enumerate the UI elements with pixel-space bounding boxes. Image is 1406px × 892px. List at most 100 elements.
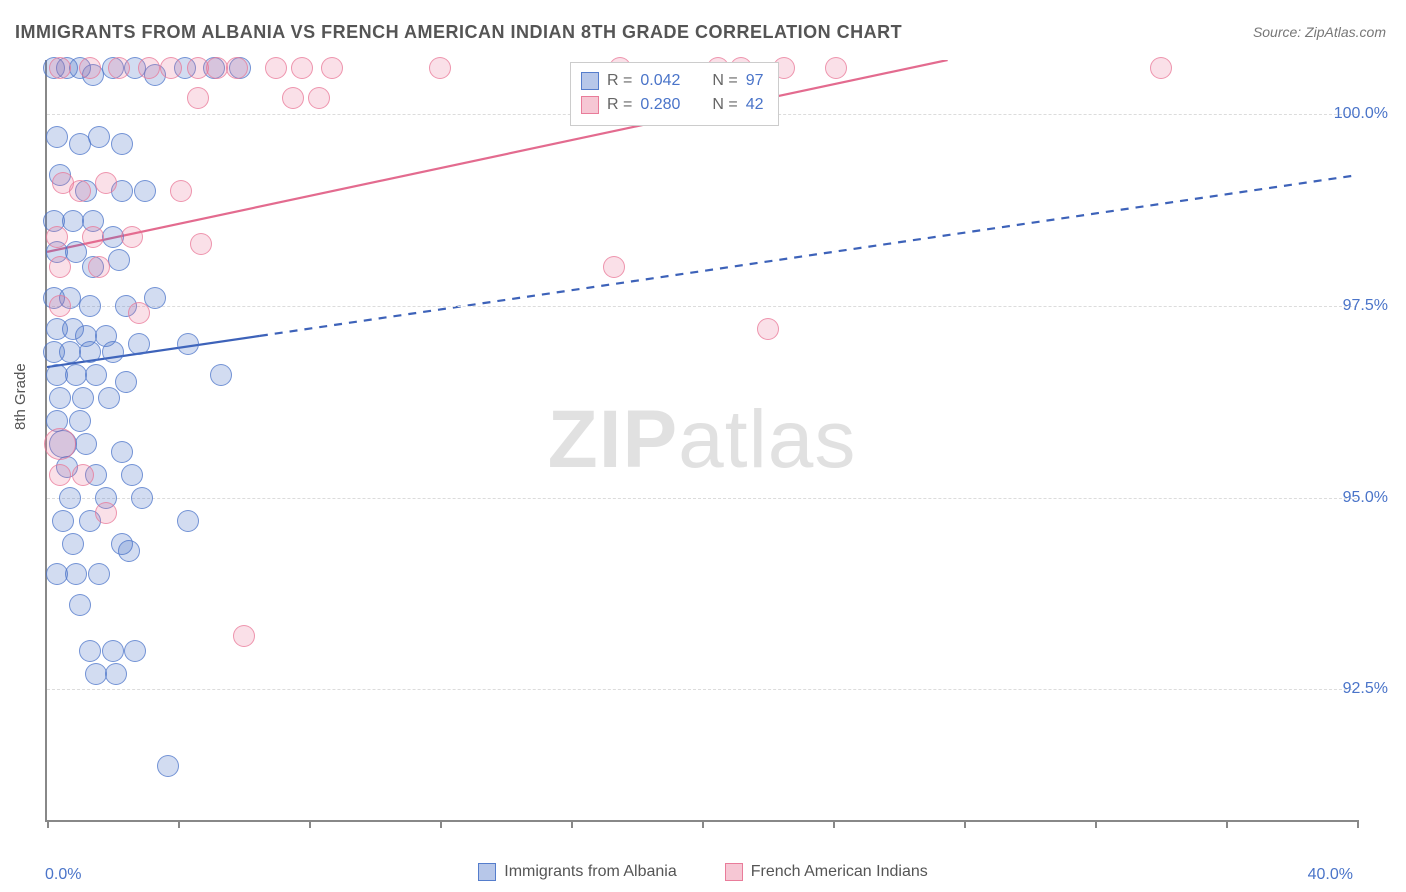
data-point <box>102 341 124 363</box>
data-point <box>69 180 91 202</box>
data-point <box>98 387 120 409</box>
data-point <box>121 464 143 486</box>
data-point <box>95 502 117 524</box>
data-point <box>128 302 150 324</box>
x-tick <box>178 820 180 828</box>
data-point <box>160 57 182 79</box>
trend-line-solid <box>47 60 948 252</box>
data-point <box>111 133 133 155</box>
legend-n-value: 42 <box>746 93 764 117</box>
data-point <box>88 256 110 278</box>
x-tick <box>833 820 835 828</box>
series-legend: Immigrants from Albania French American I… <box>0 863 1406 886</box>
data-point <box>52 510 74 532</box>
data-point <box>59 487 81 509</box>
legend-r-value: 0.280 <box>640 93 680 117</box>
legend-r-label: R = <box>607 93 632 117</box>
data-point <box>88 563 110 585</box>
data-point <box>134 180 156 202</box>
data-point <box>79 640 101 662</box>
legend-n-label: N = <box>712 93 737 117</box>
series-legend-label: French American Indians <box>751 863 928 881</box>
data-point <box>105 663 127 685</box>
data-point <box>72 387 94 409</box>
data-point <box>131 487 153 509</box>
data-point <box>79 57 101 79</box>
data-point <box>95 172 117 194</box>
watermark: ZIPatlas <box>548 393 857 487</box>
x-tick <box>1095 820 1097 828</box>
data-point <box>102 640 124 662</box>
x-tick <box>440 820 442 828</box>
data-point <box>226 57 248 79</box>
data-point <box>46 126 68 148</box>
data-point <box>121 226 143 248</box>
trend-lines-layer <box>47 60 1357 820</box>
data-point <box>138 57 160 79</box>
legend-swatch <box>581 72 599 90</box>
data-point <box>210 364 232 386</box>
data-point <box>190 233 212 255</box>
data-point <box>49 387 71 409</box>
data-point <box>69 594 91 616</box>
data-point <box>85 364 107 386</box>
data-point <box>49 464 71 486</box>
data-point <box>291 57 313 79</box>
data-point <box>82 226 104 248</box>
data-point <box>308 87 330 109</box>
correlation-legend: R = 0.042 N = 97R = 0.280 N = 42 <box>570 62 779 126</box>
gridline-h <box>47 689 1357 690</box>
y-tick-label: 92.5% <box>1343 680 1388 698</box>
data-point <box>177 333 199 355</box>
y-tick-label: 97.5% <box>1343 297 1388 315</box>
legend-swatch <box>478 863 496 881</box>
chart-plot-area: ZIPatlas <box>45 60 1357 822</box>
data-point <box>44 428 76 460</box>
gridline-h <box>47 306 1357 307</box>
legend-r-value: 0.042 <box>640 69 680 93</box>
legend-swatch <box>725 863 743 881</box>
watermark-bold: ZIP <box>548 394 679 485</box>
y-axis-label: 8th Grade <box>12 363 29 430</box>
data-point <box>49 57 71 79</box>
data-point <box>69 410 91 432</box>
data-point <box>49 295 71 317</box>
legend-row: R = 0.042N = 97 <box>581 69 764 93</box>
x-tick <box>571 820 573 828</box>
y-tick-label: 95.0% <box>1343 489 1388 507</box>
data-point <box>1150 57 1172 79</box>
data-point <box>46 226 68 248</box>
legend-n-value: 97 <box>746 69 764 93</box>
x-tick <box>1357 820 1359 828</box>
series-legend-item: Immigrants from Albania <box>478 863 677 881</box>
data-point <box>49 256 71 278</box>
data-point <box>108 57 130 79</box>
data-point <box>265 57 287 79</box>
data-point <box>118 540 140 562</box>
chart-title: IMMIGRANTS FROM ALBANIA VS FRENCH AMERIC… <box>15 22 902 43</box>
watermark-rest: atlas <box>678 394 856 485</box>
data-point <box>79 295 101 317</box>
data-point <box>75 433 97 455</box>
data-point <box>72 464 94 486</box>
data-point <box>79 341 101 363</box>
x-tick <box>1226 820 1228 828</box>
legend-swatch <box>581 96 599 114</box>
x-tick <box>47 820 49 828</box>
y-tick-label: 100.0% <box>1334 105 1388 123</box>
data-point <box>170 180 192 202</box>
data-point <box>157 755 179 777</box>
legend-n-label: N = <box>712 69 737 93</box>
legend-row: R = 0.280 N = 42 <box>581 93 764 117</box>
data-point <box>321 57 343 79</box>
data-point <box>88 126 110 148</box>
series-legend-label: Immigrants from Albania <box>504 863 677 881</box>
data-point <box>65 563 87 585</box>
source-label: Source: ZipAtlas.com <box>1253 24 1386 40</box>
data-point <box>429 57 451 79</box>
data-point <box>108 249 130 271</box>
data-point <box>128 333 150 355</box>
data-point <box>177 510 199 532</box>
data-point <box>62 533 84 555</box>
data-point <box>124 640 146 662</box>
